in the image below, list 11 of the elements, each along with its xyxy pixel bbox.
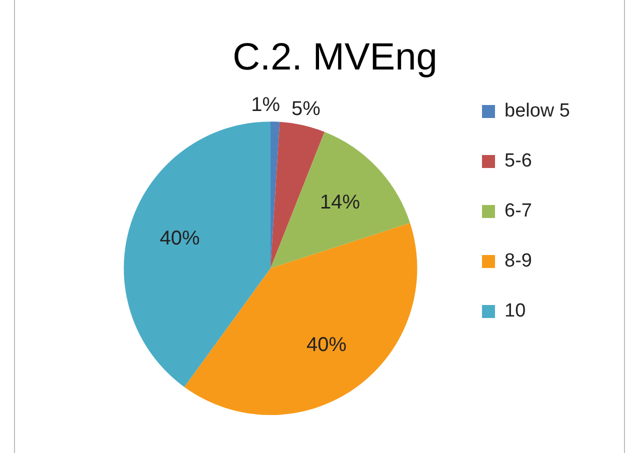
data-label: 1% — [251, 94, 280, 116]
data-label: 5% — [292, 98, 321, 120]
legend-label: 6-7 — [504, 200, 532, 222]
legend-label: 5-6 — [504, 150, 532, 172]
data-label: 40% — [160, 227, 200, 250]
chart-title: C.2. MVEng — [232, 36, 438, 78]
legend-label: below 5 — [504, 100, 570, 122]
data-label: 14% — [320, 192, 360, 214]
data-label: 40% — [306, 334, 347, 356]
legend-label: 8-9 — [504, 250, 532, 272]
legend-label: 10 — [504, 300, 526, 322]
